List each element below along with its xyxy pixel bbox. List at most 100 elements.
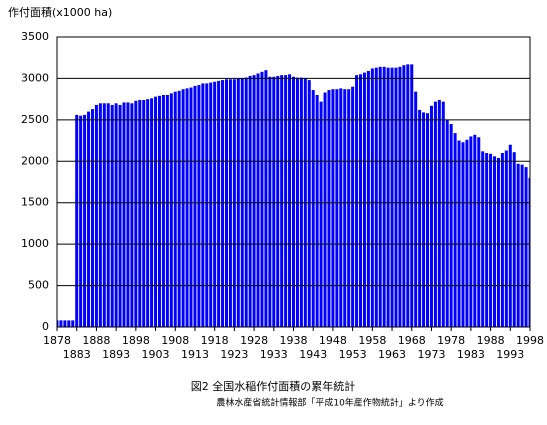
bar [213, 81, 217, 327]
x-tick-label: 1893 [102, 348, 130, 361]
x-tick-label: 1878 [43, 334, 71, 347]
bar [394, 67, 398, 327]
bar [59, 320, 63, 327]
y-tick-label: 2500 [21, 113, 49, 126]
x-tick-label: 1943 [299, 348, 327, 361]
bar [327, 90, 331, 327]
bar [165, 95, 169, 327]
bar [520, 164, 524, 327]
x-tick-label: 1928 [240, 334, 268, 347]
bar [414, 91, 418, 327]
bar [209, 82, 213, 327]
bar [426, 113, 430, 327]
bar [418, 109, 422, 327]
bar [79, 115, 83, 327]
bar [197, 85, 201, 327]
bar [402, 65, 406, 327]
bar [288, 74, 292, 327]
bar [71, 320, 75, 327]
bar [315, 95, 319, 327]
bar [374, 67, 378, 327]
bar [335, 89, 339, 327]
bar [351, 86, 355, 327]
bar [193, 85, 197, 327]
bar [449, 124, 453, 327]
bar [512, 152, 516, 327]
bar [189, 87, 193, 327]
bar [422, 112, 426, 327]
bar [185, 88, 189, 327]
x-tick-label: 1883 [63, 348, 91, 361]
x-tick-label: 1988 [477, 334, 505, 347]
bar [433, 101, 437, 327]
bar [441, 101, 445, 327]
bar [138, 99, 142, 327]
x-tick-label: 1933 [260, 348, 288, 361]
x-tick-label: 1903 [142, 348, 170, 361]
bar [276, 75, 280, 327]
y-tick-label: 2000 [21, 154, 49, 167]
bar [390, 67, 394, 327]
bar [386, 67, 390, 327]
x-tick-label: 1968 [398, 334, 426, 347]
bar [382, 66, 386, 327]
x-tick-label: 1953 [339, 348, 367, 361]
bar [75, 114, 79, 327]
bar [500, 153, 504, 327]
bar [94, 104, 98, 327]
bar [485, 153, 489, 327]
bar [110, 104, 114, 327]
bar [366, 70, 370, 327]
bar [359, 74, 363, 327]
bar [437, 99, 441, 327]
bar [134, 100, 138, 327]
y-tick-label: 1500 [21, 196, 49, 209]
bar [429, 105, 433, 327]
bar [453, 133, 457, 327]
bar [339, 88, 343, 327]
x-tick-label: 1993 [496, 348, 524, 361]
bar [473, 134, 477, 327]
bar [87, 111, 91, 327]
bar [355, 75, 359, 327]
x-tick-label: 1978 [437, 334, 465, 347]
bar [221, 80, 225, 327]
bar [256, 73, 260, 327]
y-tick-label: 500 [28, 279, 49, 292]
bar [343, 89, 347, 327]
bar [63, 320, 67, 327]
x-tick-label: 1898 [122, 334, 150, 347]
bar [122, 102, 126, 327]
x-tick-label: 1963 [378, 348, 406, 361]
bar [268, 76, 272, 327]
bar [508, 144, 512, 327]
bar [118, 104, 122, 327]
bar [489, 153, 493, 327]
bar [142, 99, 146, 327]
y-tick-label: 1000 [21, 237, 49, 250]
bar [102, 103, 106, 327]
bar [481, 151, 485, 327]
bar [201, 83, 205, 327]
bar [323, 92, 327, 327]
x-tick-label: 1888 [82, 334, 110, 347]
bar [524, 167, 528, 327]
plot-area [57, 64, 530, 327]
bar [378, 66, 382, 327]
bar [90, 109, 94, 327]
bar [154, 96, 158, 327]
bar [496, 157, 500, 327]
bar [161, 95, 165, 327]
x-tick-label: 1913 [181, 348, 209, 361]
bar [173, 91, 177, 327]
bar [181, 89, 185, 327]
bar [83, 114, 87, 327]
bar [57, 320, 59, 327]
bar [307, 80, 311, 327]
bar [292, 76, 295, 327]
chart-title: 図2 全国水稲作付面積の累年統計 [191, 379, 356, 393]
x-tick-label: 1958 [358, 334, 386, 347]
x-tick-label: 1908 [161, 334, 189, 347]
y-tick-label: 0 [42, 320, 49, 333]
bar [264, 70, 268, 327]
